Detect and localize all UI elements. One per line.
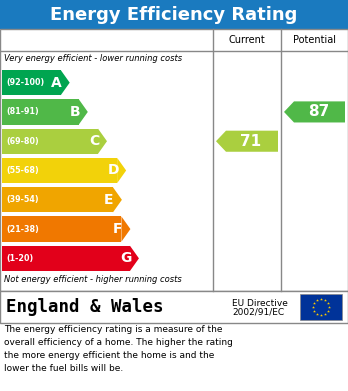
Text: EU Directive: EU Directive	[232, 298, 288, 307]
Text: G: G	[120, 251, 132, 265]
Text: B: B	[70, 105, 80, 119]
Polygon shape	[61, 70, 70, 95]
Text: (55-68): (55-68)	[6, 166, 39, 175]
Text: Very energy efficient - lower running costs: Very energy efficient - lower running co…	[4, 54, 182, 63]
Bar	[0, 291, 348, 323]
Text: (39-54): (39-54)	[6, 195, 39, 204]
Polygon shape	[284, 101, 345, 122]
Polygon shape	[117, 158, 126, 183]
Text: 71: 71	[240, 134, 262, 149]
Polygon shape	[113, 187, 122, 212]
Text: F: F	[113, 222, 122, 236]
Bar	[2, 99, 79, 125]
Text: Not energy efficient - higher running costs: Not energy efficient - higher running co…	[4, 275, 182, 284]
Text: The energy efficiency rating is a measure of the
overall efficiency of a home. T: The energy efficiency rating is a measur…	[4, 325, 233, 373]
Text: (21-38): (21-38)	[6, 224, 39, 233]
Text: E: E	[104, 193, 114, 207]
Bar	[2, 217, 121, 242]
Text: (92-100): (92-100)	[6, 78, 44, 87]
Bar	[2, 70, 61, 95]
Bar	[2, 246, 130, 271]
Text: 2002/91/EC: 2002/91/EC	[232, 307, 284, 316]
Text: Current: Current	[229, 35, 266, 45]
Text: 87: 87	[308, 104, 329, 119]
Bar	[0, 29, 348, 291]
Text: (81-91): (81-91)	[6, 108, 39, 117]
Text: (69-80): (69-80)	[6, 137, 39, 146]
Polygon shape	[130, 246, 139, 271]
Polygon shape	[79, 99, 88, 125]
Bar	[300, 294, 342, 320]
Bar	[2, 158, 117, 183]
Text: England & Wales: England & Wales	[6, 298, 164, 316]
Polygon shape	[98, 129, 107, 154]
Polygon shape	[216, 131, 278, 152]
Text: A: A	[52, 75, 62, 90]
Bar	[0, 0, 348, 29]
Text: D: D	[108, 163, 119, 178]
Polygon shape	[121, 217, 130, 242]
Bar	[2, 187, 113, 212]
Bar	[2, 129, 98, 154]
Text: Potential: Potential	[293, 35, 336, 45]
Text: C: C	[89, 134, 99, 148]
Text: Energy Efficiency Rating: Energy Efficiency Rating	[50, 5, 298, 23]
Text: (1-20): (1-20)	[6, 254, 33, 263]
